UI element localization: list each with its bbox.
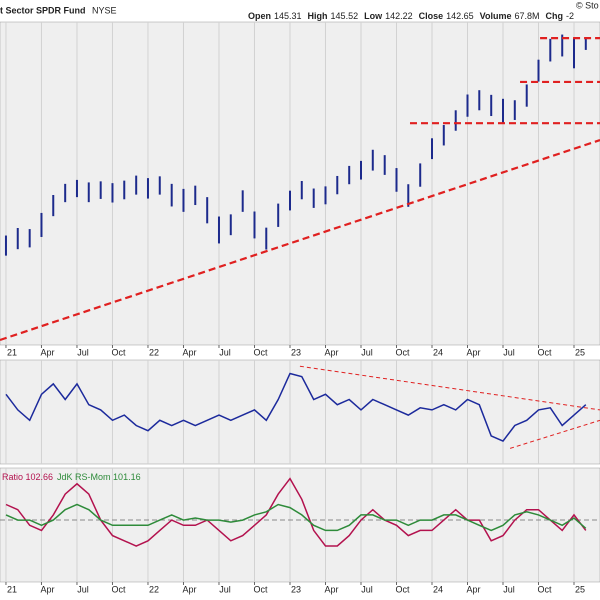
series-line [5, 503, 587, 532]
legend-entry: Ratio 102.66 [2, 472, 53, 482]
series-line [5, 477, 587, 547]
stat-value: -2 [566, 11, 574, 21]
panel-bg [0, 21, 600, 346]
x-tick-label: 21 [7, 584, 17, 594]
stat-value: 142.65 [446, 11, 474, 21]
stat-value: 67.8M [515, 11, 540, 21]
x-tick-label: Apr [40, 347, 54, 357]
stat-label: High [308, 11, 328, 21]
series-line [5, 372, 587, 443]
x-tick-label: Oct [395, 347, 410, 357]
x-tick-label: Apr [324, 584, 338, 594]
exchange: NYSE [92, 5, 117, 15]
x-tick-label: Jul [219, 347, 231, 357]
stat-value: 145.31 [274, 11, 302, 21]
x-tick-label: Jul [219, 584, 231, 594]
x-tick-label: 25 [575, 584, 585, 594]
x-tick-label: Oct [253, 584, 268, 594]
x-tick-label: Jul [361, 347, 373, 357]
stat-value: 142.22 [385, 11, 413, 21]
x-tick-label: Apr [466, 584, 480, 594]
panel-bg [0, 359, 600, 465]
x-tick-label: 22 [149, 584, 159, 594]
x-tick-label: Jul [503, 347, 515, 357]
stats: Open 145.31 High 145.52 Low 142.22 Close 142.65… [248, 11, 574, 21]
legend-entry: JdK RS-Mom 101.16 [57, 472, 141, 482]
stat-label: Low [364, 11, 383, 21]
legend: Ratio 102.66 JdK RS-Mom 101.16 [2, 472, 141, 482]
x-tick-label: Oct [253, 347, 268, 357]
x-tick-label: Jul [77, 584, 89, 594]
x-tick-label: Oct [395, 584, 410, 594]
stat-label: Open [248, 11, 271, 21]
stat-label: Volume [480, 11, 512, 21]
x-tick-label: 24 [433, 347, 443, 357]
x-tick-label: Apr [182, 584, 196, 594]
stat-value: 145.52 [331, 11, 359, 21]
x-tick-label: Apr [40, 584, 54, 594]
x-tick-label: Oct [538, 584, 553, 594]
chart-title: t Sector SPDR Fund [0, 5, 86, 15]
x-tick-label: 23 [291, 584, 301, 594]
x-tick-label: Apr [324, 347, 338, 357]
x-tick-label: Jul [361, 584, 373, 594]
trendline [299, 365, 600, 411]
x-tick-label: Jul [77, 347, 89, 357]
x-tick-label: Apr [182, 347, 196, 357]
stat-label: Chg [546, 11, 564, 21]
trendline [509, 419, 600, 449]
x-tick-label: Oct [111, 347, 126, 357]
x-tick-label: Jul [503, 584, 515, 594]
x-tick-label: 22 [149, 347, 159, 357]
x-tick-label: Oct [111, 584, 126, 594]
trendline [0, 139, 600, 342]
x-tick-label: 25 [575, 347, 585, 357]
copyright: © Sto [576, 0, 599, 10]
stat-label: Close [419, 11, 444, 21]
x-tick-label: 24 [433, 584, 443, 594]
x-tick-label: 23 [291, 347, 301, 357]
x-tick-label: Apr [466, 347, 480, 357]
x-tick-label: Oct [538, 347, 553, 357]
x-tick-label: 21 [7, 347, 17, 357]
panel-bg [0, 467, 600, 583]
